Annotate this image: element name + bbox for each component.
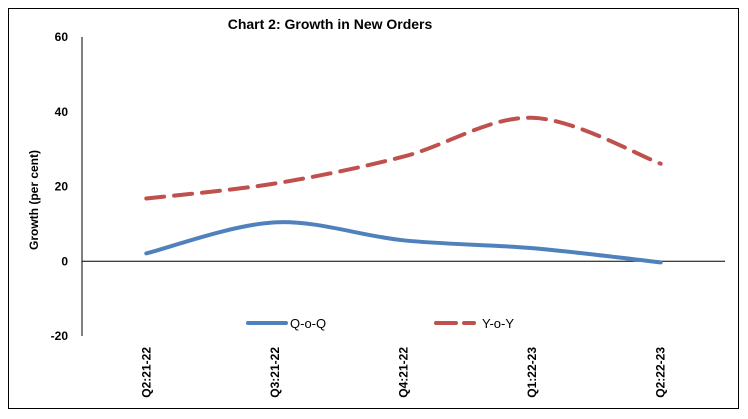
x-tick-label: Q2:22-23: [654, 347, 668, 398]
x-tick-label: Q1:22-23: [525, 347, 539, 398]
y-tick-label: 60: [55, 30, 69, 44]
chart-frame: [8, 8, 739, 409]
x-tick-label: Q4:21-22: [397, 347, 411, 398]
x-tick-label: Q2:21-22: [139, 347, 153, 398]
y-tick-label: 20: [55, 180, 69, 194]
chart-title: Chart 2: Growth in New Orders: [228, 16, 433, 32]
series-line-q-o-q: [144, 220, 663, 265]
y-tick-label: 40: [55, 105, 69, 119]
y-tick-label: -20: [51, 329, 69, 343]
series-line-y-o-y: [144, 115, 663, 201]
y-axis-label: Growth (per cent): [27, 150, 41, 250]
y-tick-label: 0: [61, 254, 68, 268]
x-tick-label: Q3:21-22: [268, 347, 282, 398]
legend-label-q-o-q: Q-o-Q: [290, 316, 326, 331]
legend-label-y-o-y: Y-o-Y: [482, 316, 514, 331]
